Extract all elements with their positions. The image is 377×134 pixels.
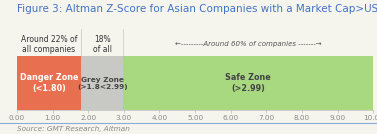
Text: Figure 3: Altman Z-Score for Asian Companies with a Market Cap>US$1bn: Figure 3: Altman Z-Score for Asian Compa… [17,4,377,14]
Bar [81,56,124,110]
Bar [124,56,373,110]
Text: ←---------Around 60% of companies -------→: ←---------Around 60% of companies ------… [175,41,322,47]
Text: Around 22% of
all companies: Around 22% of all companies [21,35,77,54]
Text: Danger Zone
(<1.80): Danger Zone (<1.80) [20,73,78,93]
Text: Grey Zone
(>1.8<2.99): Grey Zone (>1.8<2.99) [77,77,127,90]
Text: Source: GMT Research, Altman: Source: GMT Research, Altman [17,126,130,132]
Text: 18%
of all: 18% of all [93,35,112,54]
Text: Safe Zone
(>2.99): Safe Zone (>2.99) [225,73,271,93]
Bar [17,56,81,110]
